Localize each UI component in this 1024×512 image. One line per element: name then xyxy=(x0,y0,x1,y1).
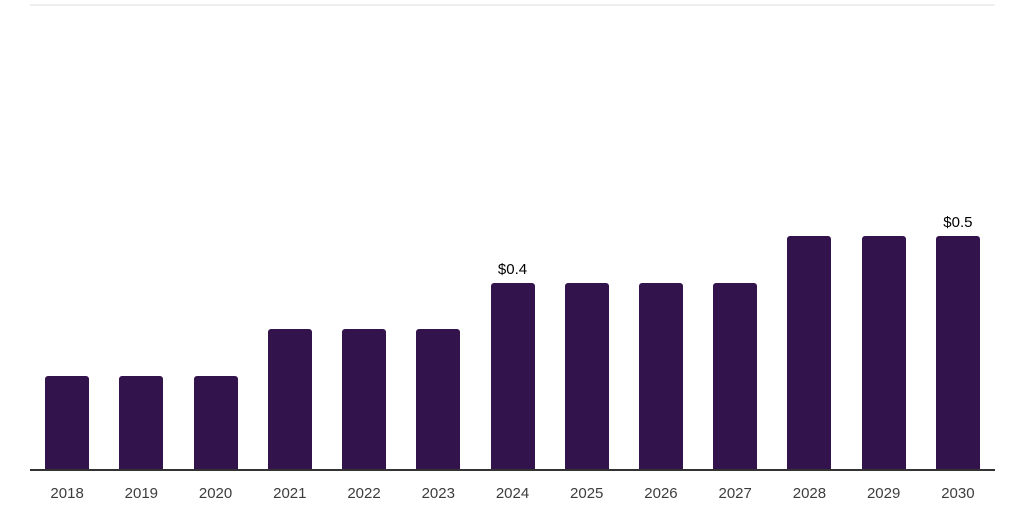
x-tick-label-2030: 2030 xyxy=(941,485,975,502)
x-tick-label-2027: 2027 xyxy=(718,485,752,502)
bar-2028 xyxy=(787,236,832,469)
x-tick-label-2025: 2025 xyxy=(570,485,604,502)
bar-2021 xyxy=(267,329,312,469)
x-tick-label-2022: 2022 xyxy=(347,485,381,502)
data-label-2024: $0.4 xyxy=(497,261,528,278)
bar-2030 xyxy=(935,236,980,469)
bar-2024 xyxy=(490,283,535,469)
x-axis-line xyxy=(30,469,995,471)
plot-top-border xyxy=(30,4,995,6)
x-tick-label-2028: 2028 xyxy=(792,485,827,502)
bar-2018 xyxy=(45,376,90,469)
x-tick-label-2024: 2024 xyxy=(495,485,530,502)
bar-2020 xyxy=(193,376,238,469)
x-tick-label-2018: 2018 xyxy=(50,485,84,502)
bar-2025 xyxy=(564,283,609,469)
bar-2027 xyxy=(713,283,758,469)
x-tick-label-2029: 2029 xyxy=(866,485,901,502)
x-tick-label-2020: 2020 xyxy=(198,485,233,502)
bar-2029 xyxy=(861,236,906,469)
bar-2023 xyxy=(416,329,461,469)
x-tick-label-2023: 2023 xyxy=(421,485,455,502)
x-tick-label-2021: 2021 xyxy=(273,485,307,502)
x-tick-label-2026: 2026 xyxy=(644,485,678,502)
bar-2026 xyxy=(638,283,683,469)
bar-2022 xyxy=(342,329,387,469)
data-label-2030: $0.5 xyxy=(943,214,973,231)
bar-2019 xyxy=(119,376,164,469)
x-tick-label-2019: 2019 xyxy=(124,485,159,502)
